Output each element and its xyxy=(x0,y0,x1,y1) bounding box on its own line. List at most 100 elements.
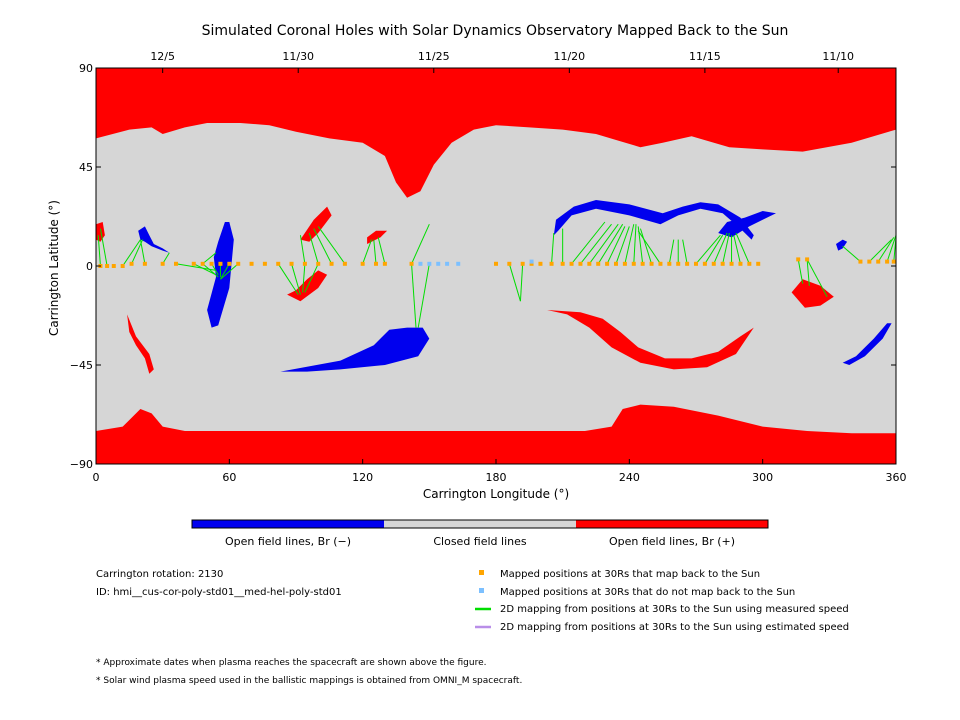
measured-mapping-line xyxy=(317,226,346,265)
date-tick-label: 11/30 xyxy=(282,50,314,63)
x-axis-label: Carrington Longitude (°) xyxy=(423,487,569,501)
mapped-position-point xyxy=(702,261,707,266)
mapped-position-point xyxy=(729,261,734,266)
mapped-position-point xyxy=(227,261,232,266)
mapped-position-point xyxy=(129,261,134,266)
measured-mapping-line xyxy=(624,224,635,264)
mapped-position-point xyxy=(174,261,178,266)
negative-region-2 xyxy=(280,327,430,372)
measured-mapping-line xyxy=(682,239,688,264)
measured-mapping-line xyxy=(571,221,606,265)
date-tick-label: 11/10 xyxy=(822,50,854,63)
positive-region-7 xyxy=(127,314,154,374)
mapped-position-point xyxy=(676,261,681,266)
measured-mapping-line xyxy=(597,223,624,265)
mapped-position-point xyxy=(587,261,592,266)
measured-mapping-line xyxy=(277,263,299,295)
date-tick-label: 11/20 xyxy=(553,50,585,63)
mapped-position-point xyxy=(685,261,690,266)
mapped-position-point xyxy=(529,261,534,266)
unmapped-position-point xyxy=(529,259,534,264)
date-tick-label: 12/5 xyxy=(150,50,175,63)
measured-mapping-line xyxy=(868,239,892,262)
unmapped-position-point xyxy=(418,261,423,266)
measured-mapping-line xyxy=(713,232,728,264)
measured-mapping-line xyxy=(886,235,897,262)
colorbar-closed xyxy=(384,520,576,528)
measured-mapping-line xyxy=(362,239,373,264)
x-tick-label: 300 xyxy=(752,471,773,484)
axes: 0 60 120 180 240 300 360 −90 −45 0 45 90 12/5 11/30 11… xyxy=(70,50,907,484)
mapped-position-point xyxy=(218,261,223,266)
measured-mapping-line xyxy=(637,230,661,265)
colorbar-negative xyxy=(192,520,384,528)
mapped-position-point xyxy=(891,259,896,264)
measured-mapping-line xyxy=(139,239,146,264)
measured-mapping-line xyxy=(308,232,319,264)
colorbar-label-negative: Open field lines, Br (−) xyxy=(225,535,351,548)
measured-mapping-line xyxy=(588,223,619,265)
mapped-position-point xyxy=(302,261,307,266)
legend-measured-label: 2D mapping from positions at 30Rs to the… xyxy=(500,604,849,615)
measured-mapping-line xyxy=(411,263,417,328)
measured-mapping-line xyxy=(299,235,306,264)
y-tick-label: 45 xyxy=(79,161,93,174)
positive-region-0 xyxy=(96,68,896,198)
mapped-position-point xyxy=(796,257,801,262)
date-tick-label: 11/25 xyxy=(418,50,450,63)
mapped-position-point xyxy=(885,259,890,264)
measured-mapping-line xyxy=(193,263,217,276)
legend: Mapped positions at 30Rs that map back t… xyxy=(475,569,849,633)
carrington-rotation: Carrington rotation: 2130 xyxy=(96,569,223,580)
unmapped-position-point xyxy=(436,261,441,266)
measured-mapping-line xyxy=(97,235,101,267)
chart-title: Simulated Coronal Holes with Solar Dynam… xyxy=(202,23,789,39)
mapped-position-point xyxy=(720,261,725,266)
mapped-position-point xyxy=(569,261,574,266)
mapped-position-point xyxy=(867,259,872,264)
measured-mapping-line xyxy=(551,232,555,264)
measured-mapping-line xyxy=(411,223,430,265)
colorbar-frame xyxy=(191,519,769,529)
plot-area xyxy=(95,67,897,465)
measured-mapping-line xyxy=(797,259,804,284)
mapped-position-point xyxy=(200,261,205,266)
mapped-position-point xyxy=(649,261,654,266)
mapped-position-point xyxy=(538,261,543,266)
mapped-position-point xyxy=(160,261,165,266)
x-tick-label: 0 xyxy=(93,471,100,484)
x-tick-label: 360 xyxy=(886,471,907,484)
mapped-position-point xyxy=(142,261,147,266)
measured-mapping-line xyxy=(877,237,895,262)
measured-mapping-line xyxy=(806,259,828,298)
measured-mapping-line xyxy=(220,263,230,280)
unmapped-position-point xyxy=(445,261,450,266)
x-tick-label: 120 xyxy=(352,471,373,484)
mapped-position-point xyxy=(316,261,321,266)
mapped-position-point xyxy=(605,261,610,266)
mapped-position-point xyxy=(374,261,378,266)
measured-mapping-line xyxy=(842,245,861,262)
model-id: ID: hmi__cus-cor-poly-std01__med-hel-pol… xyxy=(96,587,342,598)
x-tick-label: 60 xyxy=(222,471,236,484)
mapped-position-point xyxy=(289,261,294,266)
mapped-position-point xyxy=(694,261,698,266)
positive-region-1 xyxy=(96,404,896,464)
mapped-position-point xyxy=(191,261,196,266)
mapped-position-point xyxy=(805,257,810,262)
colorbar: Open field lines, Br (−) Closed field li… xyxy=(191,519,769,548)
negative-region-0 xyxy=(553,200,754,240)
legend-estimated-label: 2D mapping from positions at 30Rs to the… xyxy=(500,622,849,633)
mapped-position-point xyxy=(560,261,565,266)
mapped-points xyxy=(98,257,896,268)
measured-mapping-line xyxy=(722,232,730,264)
mapped-position-point xyxy=(876,259,881,264)
measured-mapping-line xyxy=(668,239,675,264)
y-tick-label: −90 xyxy=(70,458,93,471)
y-tick-label: 0 xyxy=(86,260,93,273)
unmapped-position-point xyxy=(456,261,461,266)
mapped-position-point xyxy=(507,261,512,266)
measured-mapping-line xyxy=(99,228,108,267)
measured-mapping-line xyxy=(733,235,741,264)
mapped-position-point xyxy=(738,261,743,266)
